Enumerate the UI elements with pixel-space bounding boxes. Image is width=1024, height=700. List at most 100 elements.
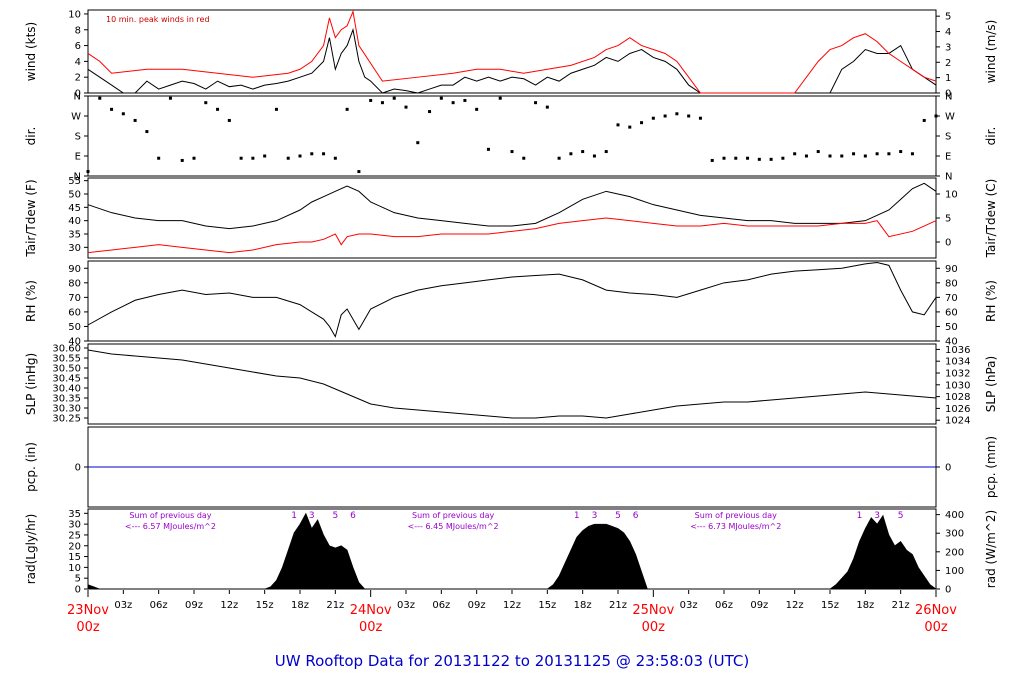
dir-point	[663, 114, 667, 118]
wind-left-tick-label: 10	[68, 9, 81, 20]
x-hour-label: 03z	[397, 600, 415, 611]
dir-point	[722, 156, 726, 160]
rad-hour-mark: 3	[874, 511, 880, 521]
temp-left-tick-label: 40	[68, 216, 81, 227]
time-axis: 03z 06z 09z 12z 15z 18z 21z 03z 06z 09z 12z 15z 18z 2…	[67, 590, 957, 635]
x-hour-label: 12z	[220, 600, 238, 611]
temp-left-label: Tair/Tdew (F)	[24, 179, 38, 257]
x-hour-label: 09z	[185, 600, 203, 611]
pcp-panel: 0 0 pcp. (in) pcp. (mm)	[24, 426, 998, 508]
rad-right-tick-label: 400	[945, 510, 964, 521]
wind-left-tick-label: 4	[75, 57, 81, 68]
dir-point	[345, 107, 349, 111]
slp-left-tick-label: 30.45	[52, 374, 81, 385]
rad-hour-mark: 3	[592, 511, 598, 521]
rh-right-tick-label: 80	[945, 278, 958, 289]
x-date-time-label: 00z	[924, 620, 948, 635]
x-date-label: 25Nov	[632, 603, 674, 618]
dir-point	[439, 96, 443, 100]
dir-point	[628, 125, 632, 129]
slp-left-tick-label: 30.25	[52, 414, 81, 425]
dir-point	[428, 110, 432, 114]
temp-frame	[87, 177, 937, 259]
dir-point	[934, 114, 938, 118]
dir-point	[286, 156, 290, 160]
dir-point	[910, 152, 914, 156]
dir-point	[263, 154, 267, 158]
dir-point	[227, 118, 231, 122]
dir-point	[604, 150, 608, 154]
rad-left-tick-label: 0	[75, 585, 81, 596]
dir-point	[168, 96, 172, 100]
slp-left-tick-label: 30.35	[52, 394, 81, 405]
x-hour-label: 15z	[821, 600, 839, 611]
dir-point	[816, 150, 820, 154]
rad-note-line2: <--- 6.73 MJoules/m^2	[690, 522, 781, 531]
rh-panel: 40 50 60 70 80 90 40 50 60 70 80 90 RH (%) RH (%)	[24, 260, 998, 348]
slp-right-tick-label: 1034	[945, 357, 970, 368]
slp-left-tick-label: 30.40	[52, 384, 81, 395]
rad-note-line1: Sum of previous day	[412, 511, 494, 520]
rad-hour-mark: 5	[898, 511, 904, 521]
slp-left-label: SLP (inHg)	[24, 353, 38, 415]
dir-point	[404, 105, 408, 109]
rh-right-tick-label: 90	[945, 264, 958, 275]
x-hour-label: 06z	[150, 600, 168, 611]
wind-annotation: 10 min. peak winds in red	[106, 15, 210, 24]
wind-left-tick-label: 2	[75, 73, 81, 84]
dir-point	[734, 156, 738, 160]
dir-right-tick-label: N	[945, 172, 952, 183]
x-date-label: 23Nov	[67, 603, 109, 618]
dir-point	[746, 156, 750, 160]
pcp-right-tick-label: 0	[945, 463, 951, 474]
rad-hour-mark: 5	[332, 511, 338, 521]
temp-right-tick-label: 0	[945, 238, 951, 249]
dir-point	[451, 101, 455, 105]
dir-point	[251, 156, 255, 160]
x-date-time-label: 00z	[76, 620, 100, 635]
dir-point	[899, 150, 903, 154]
dir-left-tick-label: S	[75, 132, 81, 143]
rad-left-tick-label: 30	[68, 520, 81, 531]
dir-left-tick-label: W	[71, 112, 81, 123]
temp-right-label: Tair/Tdew (C)	[984, 179, 998, 259]
dir-point	[498, 96, 502, 100]
x-hour-label: 15z	[256, 600, 274, 611]
rad-left-tick-label: 25	[68, 530, 81, 541]
dir-point	[522, 156, 526, 160]
rad-note-line1: Sum of previous day	[129, 511, 211, 520]
dir-point	[369, 98, 373, 102]
rh-right-tick-label: 50	[945, 322, 958, 333]
slp-frame	[87, 343, 937, 425]
dir-point	[216, 107, 220, 111]
rh-left-tick-label: 60	[68, 307, 81, 318]
rad-right-tick-label: 300	[945, 529, 964, 540]
rh-left-tick-label: 90	[68, 264, 81, 275]
dir-point	[204, 101, 208, 105]
slp-left-tick-label: 30.30	[52, 404, 81, 415]
dir-left-tick-label: N	[74, 92, 81, 103]
slp-left-tick-label: 30.55	[52, 354, 81, 365]
dir-point	[510, 150, 514, 154]
rad-hour-mark: 1	[857, 511, 863, 521]
dir-point	[581, 150, 585, 154]
temp-left-tick-label: 45	[68, 203, 81, 214]
dir-point	[781, 156, 785, 160]
wind-line	[87, 27, 937, 94]
dir-point	[333, 156, 337, 160]
rh-right-label: RH (%)	[984, 280, 998, 322]
x-date-time-label: 00z	[642, 620, 666, 635]
x-hour-label: 06z	[432, 600, 450, 611]
temp-right-tick-label: 10	[945, 190, 958, 201]
dir-point	[192, 156, 196, 160]
dir-point	[875, 152, 879, 156]
x-hour-label: 21z	[892, 600, 910, 611]
rad-note-line2: <--- 6.57 MJoules/m^2	[125, 522, 216, 531]
wind-line	[87, 9, 937, 94]
dir-point	[486, 147, 490, 151]
dir-point	[687, 114, 691, 118]
dir-point	[157, 156, 161, 160]
rh-left-tick-label: 40	[68, 337, 81, 348]
rh-left-tick-label: 50	[68, 322, 81, 333]
x-hour-label: 09z	[468, 600, 486, 611]
